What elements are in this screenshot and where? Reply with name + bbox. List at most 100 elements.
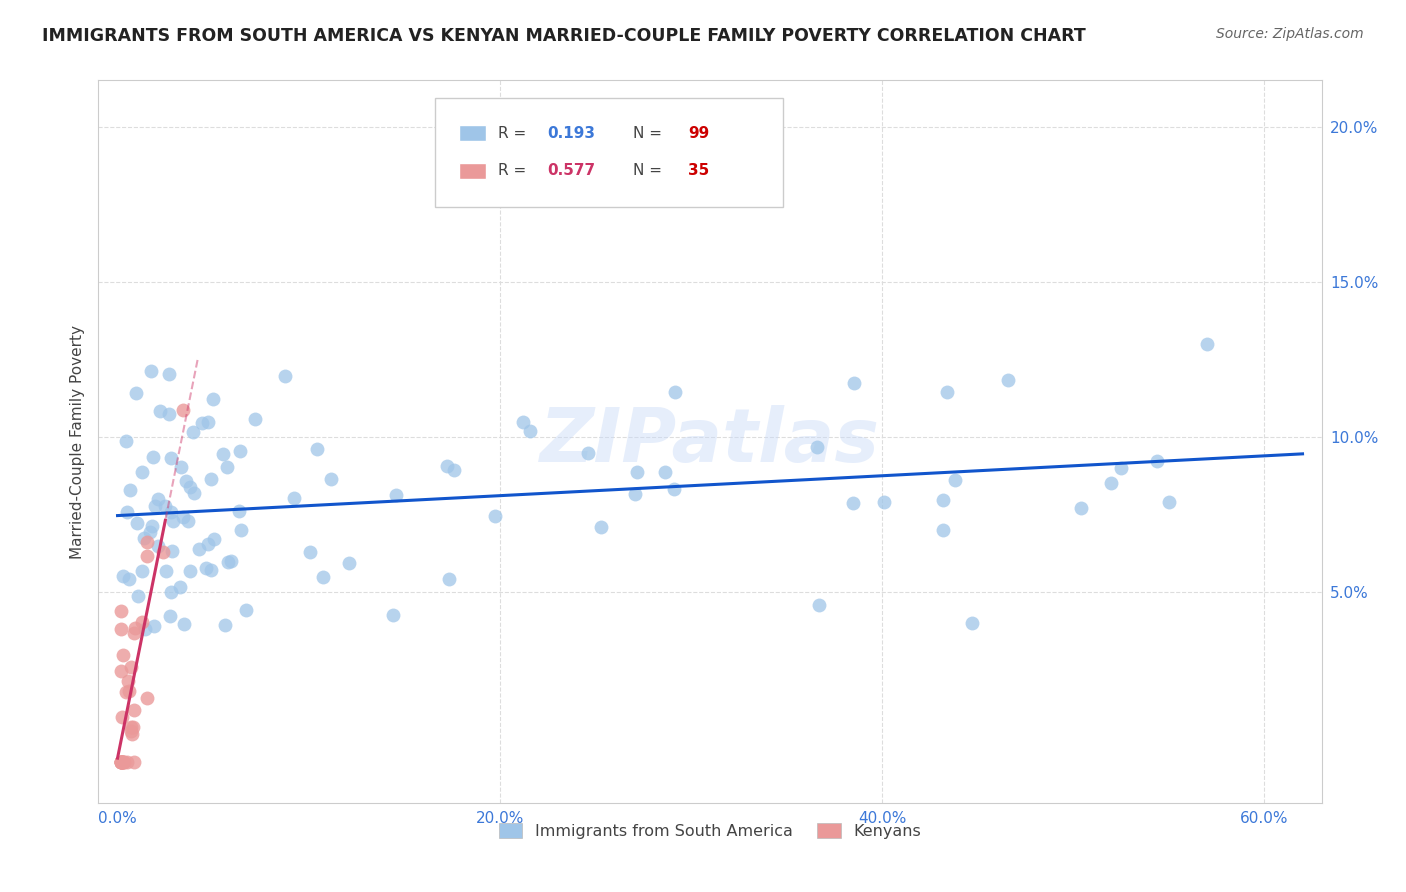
Point xyxy=(134,532,156,546)
Point xyxy=(159,451,181,466)
Point xyxy=(115,756,138,770)
Point xyxy=(997,373,1019,387)
Point xyxy=(215,460,238,475)
Point xyxy=(159,585,181,599)
Point xyxy=(962,615,984,630)
Point xyxy=(157,407,180,421)
Point xyxy=(229,444,252,458)
Point xyxy=(173,616,195,631)
Point xyxy=(201,392,224,406)
Point xyxy=(808,598,831,612)
Point xyxy=(235,603,257,617)
Point xyxy=(146,539,169,553)
Point xyxy=(121,720,143,734)
Point xyxy=(143,619,166,633)
Point xyxy=(179,564,201,578)
Point xyxy=(664,385,686,400)
Point xyxy=(111,756,134,770)
Point xyxy=(112,756,135,770)
Point xyxy=(197,537,219,551)
Point xyxy=(321,472,343,486)
Point xyxy=(305,442,328,457)
Point xyxy=(117,674,139,689)
Point xyxy=(134,622,156,636)
Point xyxy=(115,505,138,519)
Point xyxy=(274,368,297,383)
Point xyxy=(212,447,235,461)
Point xyxy=(155,564,177,578)
Point xyxy=(245,412,267,426)
Point xyxy=(842,376,865,391)
Point xyxy=(110,622,132,636)
Point xyxy=(626,466,648,480)
Point xyxy=(945,473,967,487)
Point xyxy=(172,510,194,524)
Point xyxy=(283,491,305,505)
Point xyxy=(111,756,134,770)
Point xyxy=(200,472,222,486)
Text: 0.193: 0.193 xyxy=(547,126,595,141)
Point xyxy=(169,459,191,474)
Point xyxy=(176,514,198,528)
Point xyxy=(197,416,219,430)
Point xyxy=(1109,460,1132,475)
Point xyxy=(217,555,239,569)
Point xyxy=(337,556,360,570)
Point xyxy=(149,404,172,418)
Point xyxy=(112,756,135,770)
FancyBboxPatch shape xyxy=(460,125,486,141)
Point xyxy=(437,573,460,587)
Point xyxy=(110,756,132,770)
Point xyxy=(229,523,252,537)
Point xyxy=(191,416,214,430)
Point xyxy=(443,462,465,476)
Text: 35: 35 xyxy=(688,163,709,178)
Point xyxy=(111,710,134,724)
Point xyxy=(142,450,165,464)
Point xyxy=(127,589,149,603)
Point xyxy=(157,367,180,381)
Text: N =: N = xyxy=(633,126,666,141)
Point xyxy=(228,504,250,518)
Point xyxy=(1099,476,1122,491)
Point xyxy=(1070,501,1092,516)
Point xyxy=(298,544,321,558)
Point xyxy=(162,514,184,528)
Point xyxy=(312,570,335,584)
Point xyxy=(519,425,541,439)
Point xyxy=(112,756,135,770)
Point xyxy=(118,483,141,497)
Point xyxy=(110,756,132,770)
Point xyxy=(382,608,405,623)
Text: 0.577: 0.577 xyxy=(547,163,596,178)
Point xyxy=(125,385,148,400)
Point xyxy=(181,425,204,439)
Text: N =: N = xyxy=(633,163,666,178)
Point xyxy=(512,415,534,429)
Point xyxy=(143,499,166,513)
Text: R =: R = xyxy=(498,163,531,178)
Point xyxy=(179,480,201,494)
Point xyxy=(124,621,146,635)
Text: ZIPatlas: ZIPatlas xyxy=(540,405,880,478)
Point xyxy=(654,465,676,479)
Point xyxy=(1195,337,1218,351)
Text: R =: R = xyxy=(498,126,531,141)
Point xyxy=(806,440,828,454)
Point xyxy=(121,727,143,741)
Point xyxy=(152,545,174,559)
Point xyxy=(591,520,613,534)
Point xyxy=(662,482,685,496)
Point xyxy=(146,491,169,506)
Point xyxy=(214,617,236,632)
Point xyxy=(159,608,181,623)
Point xyxy=(1146,454,1168,468)
FancyBboxPatch shape xyxy=(460,162,486,178)
Point xyxy=(118,684,141,698)
Point xyxy=(183,486,205,500)
Point xyxy=(932,493,955,508)
Point xyxy=(139,524,162,539)
Point xyxy=(873,495,896,509)
Point xyxy=(172,403,194,417)
Point xyxy=(124,756,146,770)
